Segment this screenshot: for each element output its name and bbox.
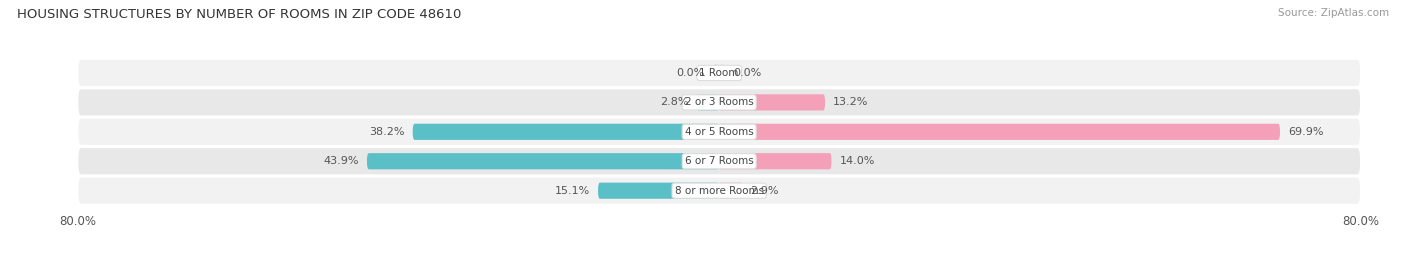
FancyBboxPatch shape	[720, 94, 825, 111]
FancyBboxPatch shape	[77, 176, 1361, 205]
Text: 2.9%: 2.9%	[751, 186, 779, 196]
Text: 2.8%: 2.8%	[661, 97, 689, 107]
FancyBboxPatch shape	[713, 65, 720, 81]
FancyBboxPatch shape	[367, 153, 720, 169]
Text: 1 Room: 1 Room	[699, 68, 740, 78]
FancyBboxPatch shape	[720, 183, 742, 199]
Text: HOUSING STRUCTURES BY NUMBER OF ROOMS IN ZIP CODE 48610: HOUSING STRUCTURES BY NUMBER OF ROOMS IN…	[17, 8, 461, 21]
FancyBboxPatch shape	[77, 88, 1361, 116]
Text: 13.2%: 13.2%	[834, 97, 869, 107]
Text: 38.2%: 38.2%	[370, 127, 405, 137]
FancyBboxPatch shape	[720, 124, 1279, 140]
Text: 2 or 3 Rooms: 2 or 3 Rooms	[685, 97, 754, 107]
FancyBboxPatch shape	[77, 118, 1361, 146]
FancyBboxPatch shape	[598, 183, 720, 199]
Text: 0.0%: 0.0%	[734, 68, 762, 78]
Text: 43.9%: 43.9%	[323, 156, 359, 166]
FancyBboxPatch shape	[720, 65, 725, 81]
Text: 8 or more Rooms: 8 or more Rooms	[675, 186, 763, 196]
Text: 69.9%: 69.9%	[1288, 127, 1323, 137]
Text: 0.0%: 0.0%	[676, 68, 704, 78]
FancyBboxPatch shape	[77, 147, 1361, 175]
FancyBboxPatch shape	[697, 94, 720, 111]
FancyBboxPatch shape	[720, 153, 831, 169]
FancyBboxPatch shape	[77, 59, 1361, 87]
FancyBboxPatch shape	[413, 124, 720, 140]
Text: 6 or 7 Rooms: 6 or 7 Rooms	[685, 156, 754, 166]
Text: Source: ZipAtlas.com: Source: ZipAtlas.com	[1278, 8, 1389, 18]
Text: 14.0%: 14.0%	[839, 156, 875, 166]
Text: 4 or 5 Rooms: 4 or 5 Rooms	[685, 127, 754, 137]
Text: 15.1%: 15.1%	[555, 186, 591, 196]
